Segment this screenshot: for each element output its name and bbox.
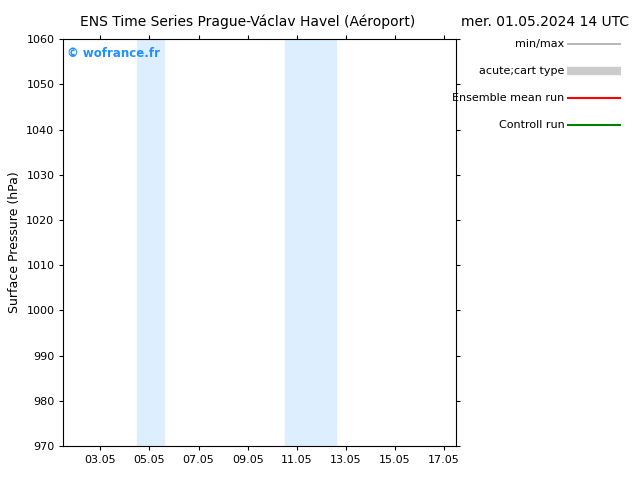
- Text: min/max: min/max: [515, 39, 564, 49]
- Text: mer. 01.05.2024 14 UTC: mer. 01.05.2024 14 UTC: [461, 15, 630, 29]
- Bar: [285, 39, 336, 446]
- Y-axis label: Surface Pressure (hPa): Surface Pressure (hPa): [8, 172, 21, 314]
- Text: © wofrance.fr: © wofrance.fr: [67, 48, 160, 60]
- Text: Controll run: Controll run: [498, 120, 564, 130]
- Bar: [137, 39, 164, 446]
- Text: acute;cart type: acute;cart type: [479, 66, 564, 76]
- Text: Ensemble mean run: Ensemble mean run: [452, 93, 564, 103]
- Text: ENS Time Series Prague-Václav Havel (Aéroport): ENS Time Series Prague-Václav Havel (Aér…: [80, 15, 415, 29]
